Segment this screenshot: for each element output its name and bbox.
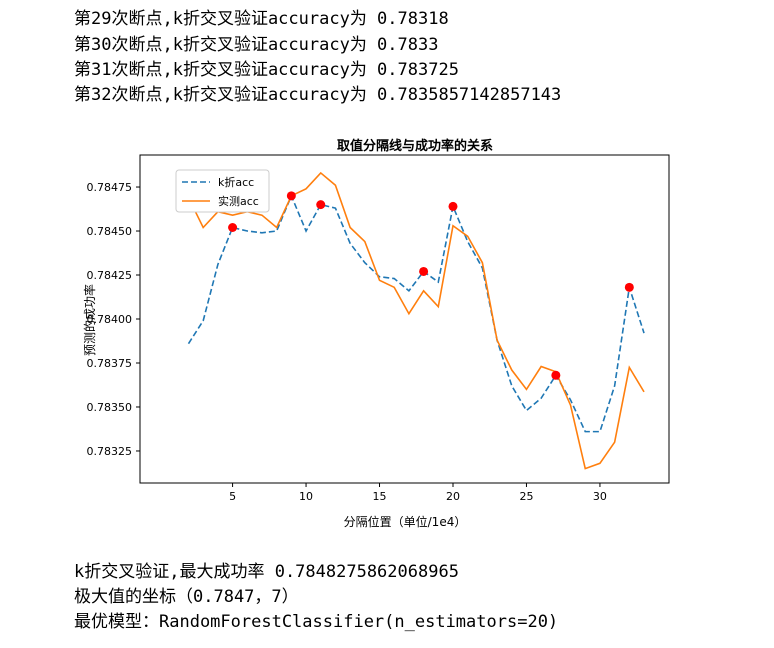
output-line: 第32次断点,k折交叉验证accuracy为 0.783585714285714… xyxy=(74,85,562,105)
x-tick-label: 5 xyxy=(229,490,236,503)
x-tick-label: 30 xyxy=(593,490,607,503)
chart-title: 取值分隔线与成功率的关系 xyxy=(337,138,493,154)
x-tick-label: 25 xyxy=(519,490,533,503)
series-line xyxy=(187,193,645,433)
maximum-marker xyxy=(624,282,634,292)
x-tick-label: 10 xyxy=(299,490,313,503)
output-line: 第30次断点,k折交叉验证accuracy为 0.7833 xyxy=(74,35,439,55)
y-tick-label: 0.78450 xyxy=(87,225,133,238)
x-axis-label: 分隔位置（单位/1e4） xyxy=(344,514,467,529)
x-tick-label: 20 xyxy=(446,490,460,503)
output-line: k折交叉验证,最大成功率 0.7848275862068965 xyxy=(74,562,459,582)
output-line: 第29次断点,k折交叉验证accuracy为 0.78318 xyxy=(74,9,449,29)
y-tick-label: 0.78400 xyxy=(87,313,133,326)
maximum-marker xyxy=(228,222,238,232)
x-tick-label: 15 xyxy=(373,490,387,503)
y-axis-label: 预测的成功率 xyxy=(82,284,97,356)
output-line: 第31次断点,k折交叉验证accuracy为 0.783725 xyxy=(74,60,459,80)
maximum-marker xyxy=(419,266,429,276)
series-line xyxy=(187,171,645,470)
y-tick-label: 0.78425 xyxy=(87,269,133,282)
maximum-marker xyxy=(448,201,458,211)
y-tick-label: 0.78375 xyxy=(87,357,133,370)
output-line: 极大值的坐标（0.7847，7） xyxy=(74,587,299,607)
legend-label: 实测acc xyxy=(218,194,259,208)
maximum-marker xyxy=(316,200,326,210)
y-tick-label: 0.78350 xyxy=(87,401,133,414)
y-tick-label: 0.78325 xyxy=(87,445,133,458)
y-tick-label: 0.78475 xyxy=(87,181,133,194)
maximum-marker xyxy=(551,370,561,380)
output-line: 最优模型：RandomForestClassifier(n_estimators… xyxy=(74,612,559,632)
maximum-marker xyxy=(286,191,296,201)
legend-label: k折acc xyxy=(218,175,254,189)
